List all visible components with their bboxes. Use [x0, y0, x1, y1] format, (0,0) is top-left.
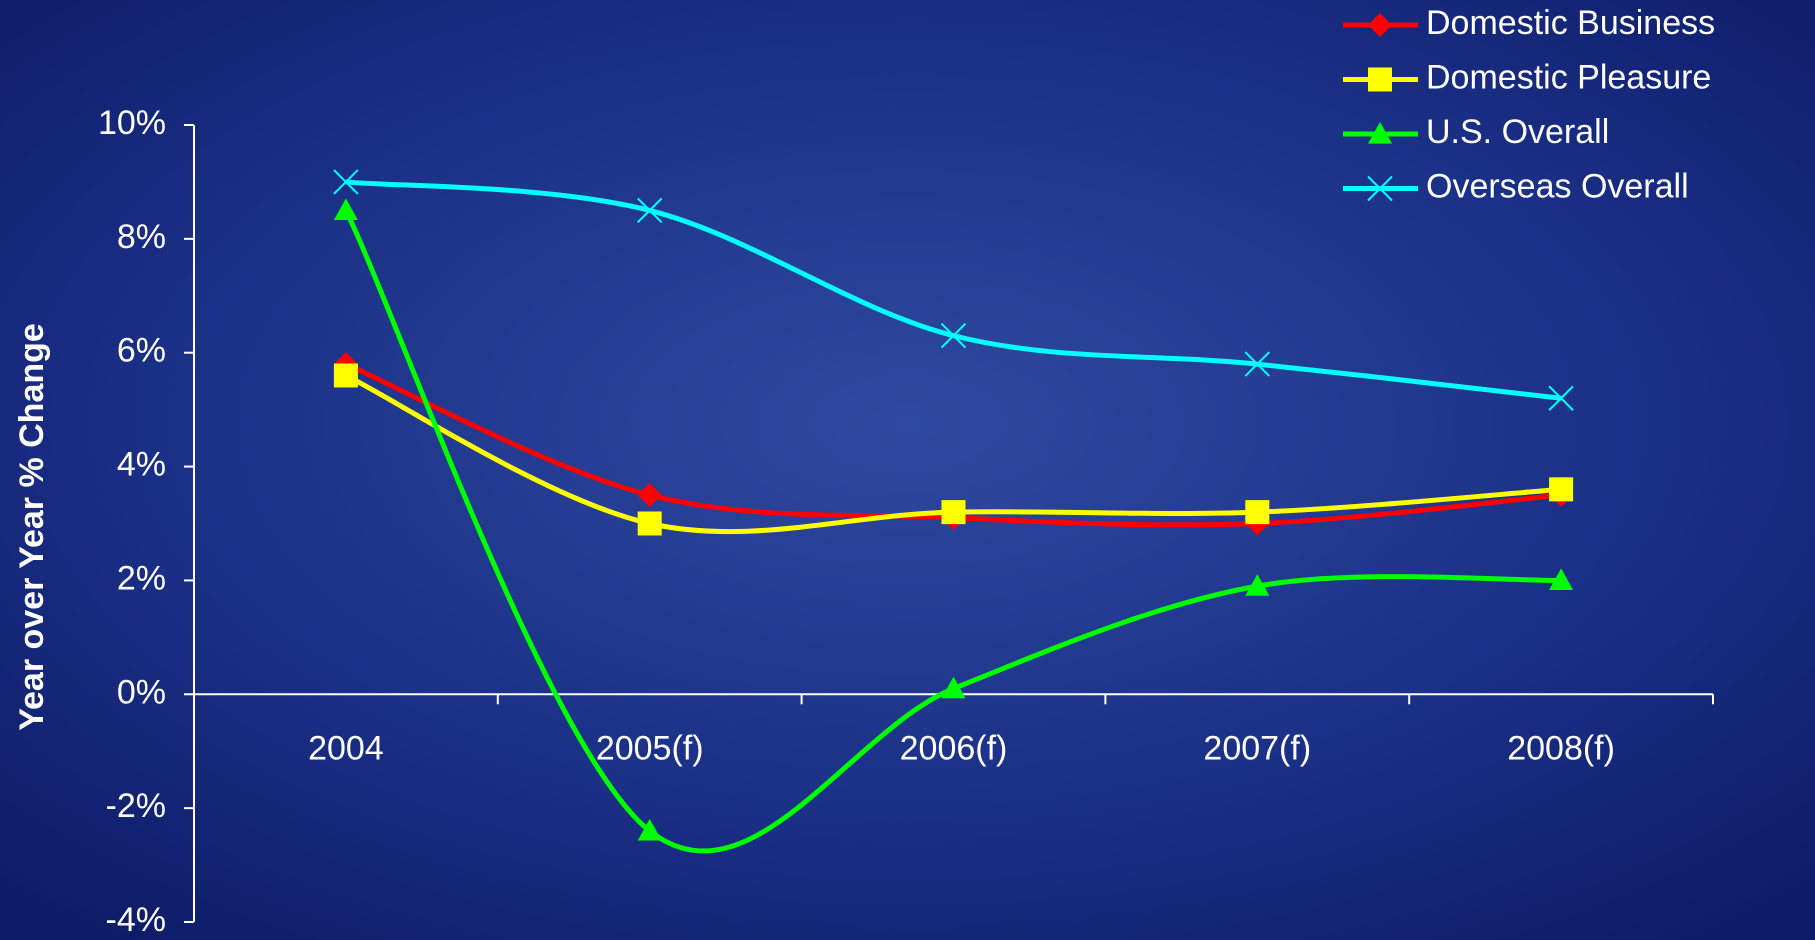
data-point: [1245, 574, 1270, 596]
x-tick-label: 2006(f): [900, 729, 1008, 767]
data-point: [941, 500, 966, 525]
data-point: [637, 483, 662, 508]
legend-marker: [1368, 13, 1392, 37]
x-tick-label: 2007(f): [1203, 729, 1311, 767]
legend-label: Domestic Pleasure: [1426, 58, 1711, 96]
x-tick-label: 2008(f): [1507, 729, 1615, 767]
legend-marker: [1368, 122, 1392, 144]
data-point: [637, 511, 662, 536]
y-tick-label: 10%: [98, 104, 166, 142]
data-point: [1549, 477, 1574, 502]
data-point: [1245, 500, 1270, 525]
y-tick-label: 4%: [117, 446, 166, 484]
y-tick-label: -4%: [106, 901, 166, 939]
y-tick-label: 6%: [117, 332, 166, 370]
data-point: [1548, 385, 1574, 411]
data-point: [941, 676, 966, 699]
legend-marker: [1368, 67, 1392, 92]
x-tick-label: 2004: [308, 729, 384, 767]
legend-label: Overseas Overall: [1426, 167, 1689, 205]
series-line: [343, 209, 1562, 854]
x-tick-label: 2005(f): [596, 729, 704, 767]
data-point: [333, 198, 358, 220]
y-axis-label: Year over Year % Change: [13, 323, 51, 731]
data-point: [1244, 351, 1271, 377]
legend-label: U.S. Overall: [1426, 113, 1609, 151]
data-point: [940, 322, 967, 349]
data-point: [636, 197, 663, 224]
y-tick-label: 2%: [117, 559, 166, 597]
data-point: [333, 169, 359, 195]
y-tick-label: -2%: [106, 787, 166, 825]
data-point: [637, 818, 662, 841]
data-point: [333, 363, 358, 388]
y-tick-label: 8%: [117, 218, 166, 256]
y-tick-label: 0%: [117, 673, 166, 711]
legend-marker: [1367, 175, 1393, 202]
legend-label: Domestic Business: [1426, 4, 1715, 42]
data-point: [1549, 568, 1574, 591]
